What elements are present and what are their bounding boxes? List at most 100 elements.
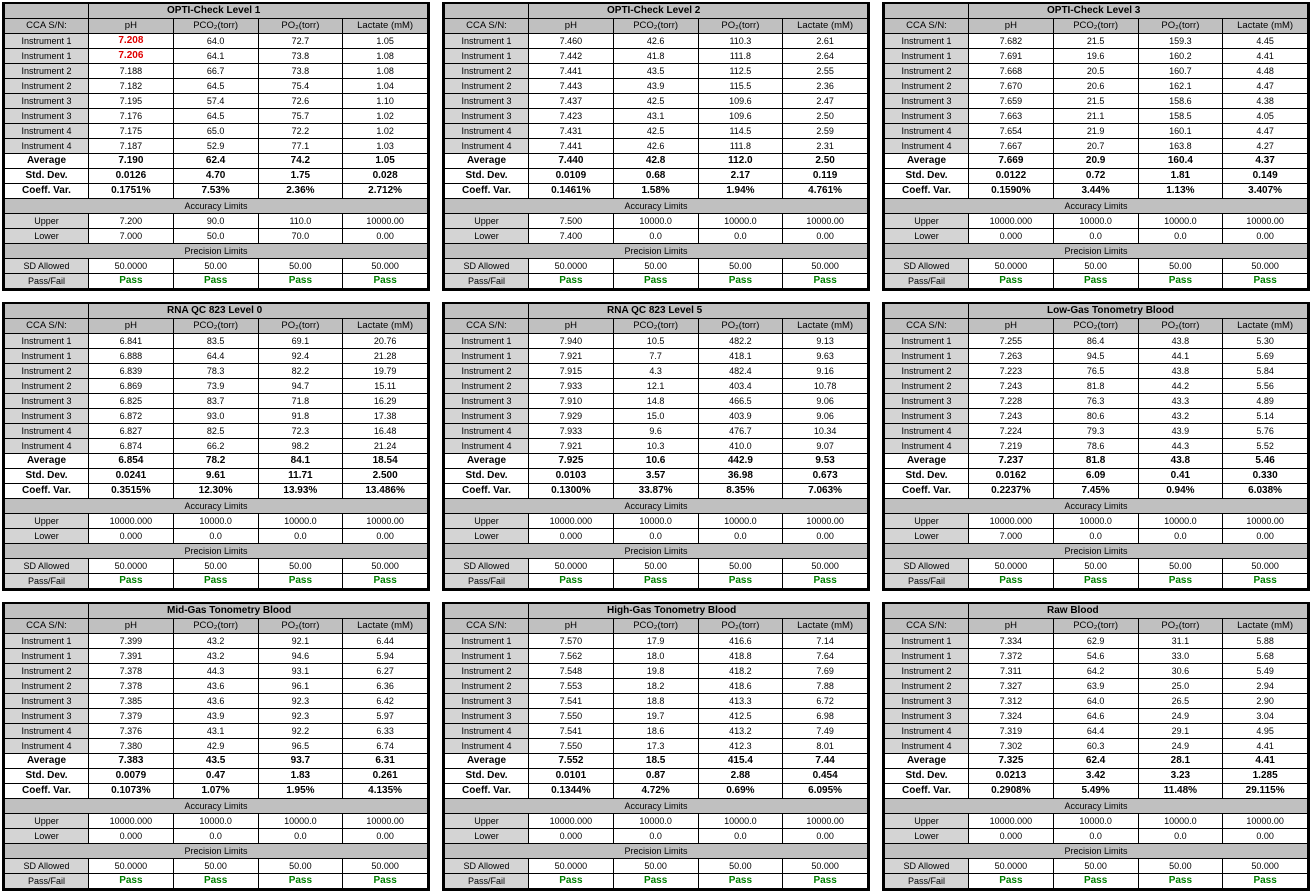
sd-allowed-row: SD Allowed 50.0000 50.00 50.00 50.000 xyxy=(4,258,428,274)
table-row: Instrument 4 7.431 42.5 114.5 2.59 xyxy=(444,123,868,139)
instrument-label: Instrument 4 xyxy=(884,138,969,154)
cell-ph: 7.255 xyxy=(968,333,1054,349)
table-row: Instrument 1 7.372 54.6 33.0 5.68 xyxy=(884,648,1308,664)
instrument-label: Instrument 2 xyxy=(884,78,969,94)
cell-pco2: 42.6 xyxy=(612,33,699,49)
upper-pco2: 10000.0 xyxy=(1052,513,1139,529)
average-ph: 7.440 xyxy=(528,153,614,169)
cell-ph: 7.659 xyxy=(968,93,1054,109)
cell-pco2: 18.8 xyxy=(612,693,699,709)
pass-fail-status: Pass xyxy=(172,873,259,889)
accuracy-limits-header: Accuracy Limits xyxy=(444,498,868,514)
pass-fail-status: Pass xyxy=(1052,273,1139,289)
cell-ph: 7.933 xyxy=(528,378,614,394)
average-pco2: 78.2 xyxy=(172,453,259,469)
std-po2: 2.88 xyxy=(697,768,784,784)
pass-fail-status: Pass xyxy=(697,273,784,289)
upper-limit-row: Upper 10000.000 10000.0 10000.0 10000.00 xyxy=(4,513,428,529)
col-header-pco2: PCO₂(torr) xyxy=(1052,318,1139,334)
col-header-ph: pH xyxy=(968,618,1054,634)
table-row: Instrument 4 7.921 10.3 410.0 9.07 xyxy=(444,438,868,454)
upper-lactate: 10000.00 xyxy=(1222,213,1308,229)
cell-pco2: 54.6 xyxy=(1052,648,1139,664)
cell-lactate: 5.68 xyxy=(1222,648,1308,664)
table-row: Instrument 3 7.929 15.0 403.9 9.06 xyxy=(444,408,868,424)
average-po2: 93.7 xyxy=(257,753,344,769)
std-ph: 0.0122 xyxy=(968,168,1054,184)
instrument-label: Instrument 4 xyxy=(444,423,529,439)
upper-label: Upper xyxy=(4,213,89,229)
cell-pco2: 42.6 xyxy=(612,138,699,154)
instrument-label: Instrument 4 xyxy=(444,123,529,139)
cell-po2: 418.6 xyxy=(697,678,784,694)
serial-header: CCA S/N: xyxy=(444,18,529,34)
precision-limits-header: Precision Limits xyxy=(884,243,1308,259)
sd-allowed-lactate: 50.000 xyxy=(782,558,868,574)
cell-ph: 7.553 xyxy=(528,678,614,694)
cell-ph: 7.667 xyxy=(968,138,1054,154)
accuracy-limits-header: Accuracy Limits xyxy=(884,798,1308,814)
panel-title: Low-Gas Tonometry Blood xyxy=(968,304,1308,319)
cell-ph: 7.910 xyxy=(528,393,614,409)
cv-ph: 0.3515% xyxy=(88,483,174,499)
lower-pco2: 0.0 xyxy=(612,228,699,244)
sd-allowed-lactate: 50.000 xyxy=(782,258,868,274)
cell-lactate: 1.05 xyxy=(342,33,428,49)
col-header-pco2: PCO₂(torr) xyxy=(172,18,259,34)
table-row: Instrument 3 6.872 93.0 91.8 17.38 xyxy=(4,408,428,424)
cv-po2: 0.94% xyxy=(1137,483,1224,499)
average-label: Average xyxy=(884,453,969,469)
instrument-label: Instrument 4 xyxy=(4,738,89,754)
average-ph: 7.325 xyxy=(968,753,1054,769)
qc-panel: Low-Gas Tonometry Blood CCA S/N: pH PCO₂(to… xyxy=(882,302,1310,591)
table-row: Instrument 2 7.443 43.9 115.5 2.36 xyxy=(444,78,868,94)
cell-ph: 7.223 xyxy=(968,363,1054,379)
cell-po2: 69.1 xyxy=(257,333,344,349)
col-header-po2: PO₂(torr) xyxy=(697,318,784,334)
table-row: Instrument 1 7.460 42.6 110.3 2.61 xyxy=(444,33,868,49)
std-row: Std. Dev. 0.0213 3.42 3.23 1.285 xyxy=(884,768,1308,784)
cv-row: Coeff. Var. 0.3515% 12.30% 13.93% 13.486% xyxy=(4,483,428,499)
cell-ph: 7.442 xyxy=(528,48,614,64)
average-label: Average xyxy=(444,153,529,169)
lower-po2: 0.0 xyxy=(697,228,784,244)
std-row: Std. Dev. 0.0109 0.68 2.17 0.119 xyxy=(444,168,868,184)
sd-allowed-label: SD Allowed xyxy=(4,558,89,574)
average-row: Average 7.383 43.5 93.7 6.31 xyxy=(4,753,428,769)
cell-ph: 7.324 xyxy=(968,708,1054,724)
cell-po2: 111.8 xyxy=(697,138,784,154)
upper-pco2: 10000.0 xyxy=(612,813,699,829)
cell-pco2: 73.9 xyxy=(172,378,259,394)
col-header-lactate: Lactate (mM) xyxy=(1222,318,1308,334)
qc-table: High-Gas Tonometry Blood CCA S/N: pH PCO₂(t… xyxy=(444,604,868,889)
qc-table: RNA QC 823 Level 0 CCA S/N: pH PCO₂(torr) PO… xyxy=(4,304,428,589)
average-pco2: 81.8 xyxy=(1052,453,1139,469)
cell-lactate: 4.95 xyxy=(1222,723,1308,739)
instrument-label: Instrument 3 xyxy=(884,408,969,424)
pass-fail-status: Pass xyxy=(342,573,428,589)
upper-lactate: 10000.00 xyxy=(1222,813,1308,829)
cv-lactate: 6.095% xyxy=(782,783,868,799)
cell-ph: 7.224 xyxy=(968,423,1054,439)
cell-lactate: 15.11 xyxy=(342,378,428,394)
sd-allowed-lactate: 50.000 xyxy=(1222,258,1308,274)
cell-pco2: 66.2 xyxy=(172,438,259,454)
table-row: Instrument 3 7.385 43.6 92.3 6.42 xyxy=(4,693,428,709)
instrument-label: Instrument 3 xyxy=(444,93,529,109)
instrument-label: Instrument 1 xyxy=(884,348,969,364)
cell-ph: 7.188 xyxy=(88,63,174,79)
table-row: Instrument 4 7.224 79.3 43.9 5.76 xyxy=(884,423,1308,439)
cell-pco2: 52.9 xyxy=(172,138,259,154)
cell-ph: 7.933 xyxy=(528,423,614,439)
cell-ph: 6.839 xyxy=(88,363,174,379)
cell-ph: 7.431 xyxy=(528,123,614,139)
table-row: Instrument 3 7.243 80.6 43.2 5.14 xyxy=(884,408,1308,424)
cv-pco2: 4.72% xyxy=(612,783,699,799)
table-row: Instrument 1 7.570 17.9 416.6 7.14 xyxy=(444,633,868,649)
col-header-pco2: PCO₂(torr) xyxy=(1052,18,1139,34)
pass-fail-status: Pass xyxy=(257,873,344,889)
cv-po2: 1.95% xyxy=(257,783,344,799)
instrument-label: Instrument 1 xyxy=(884,648,969,664)
cell-ph: 7.940 xyxy=(528,333,614,349)
sd-allowed-ph: 50.0000 xyxy=(968,858,1054,874)
